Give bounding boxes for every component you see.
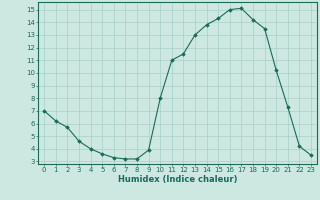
X-axis label: Humidex (Indice chaleur): Humidex (Indice chaleur) bbox=[118, 175, 237, 184]
